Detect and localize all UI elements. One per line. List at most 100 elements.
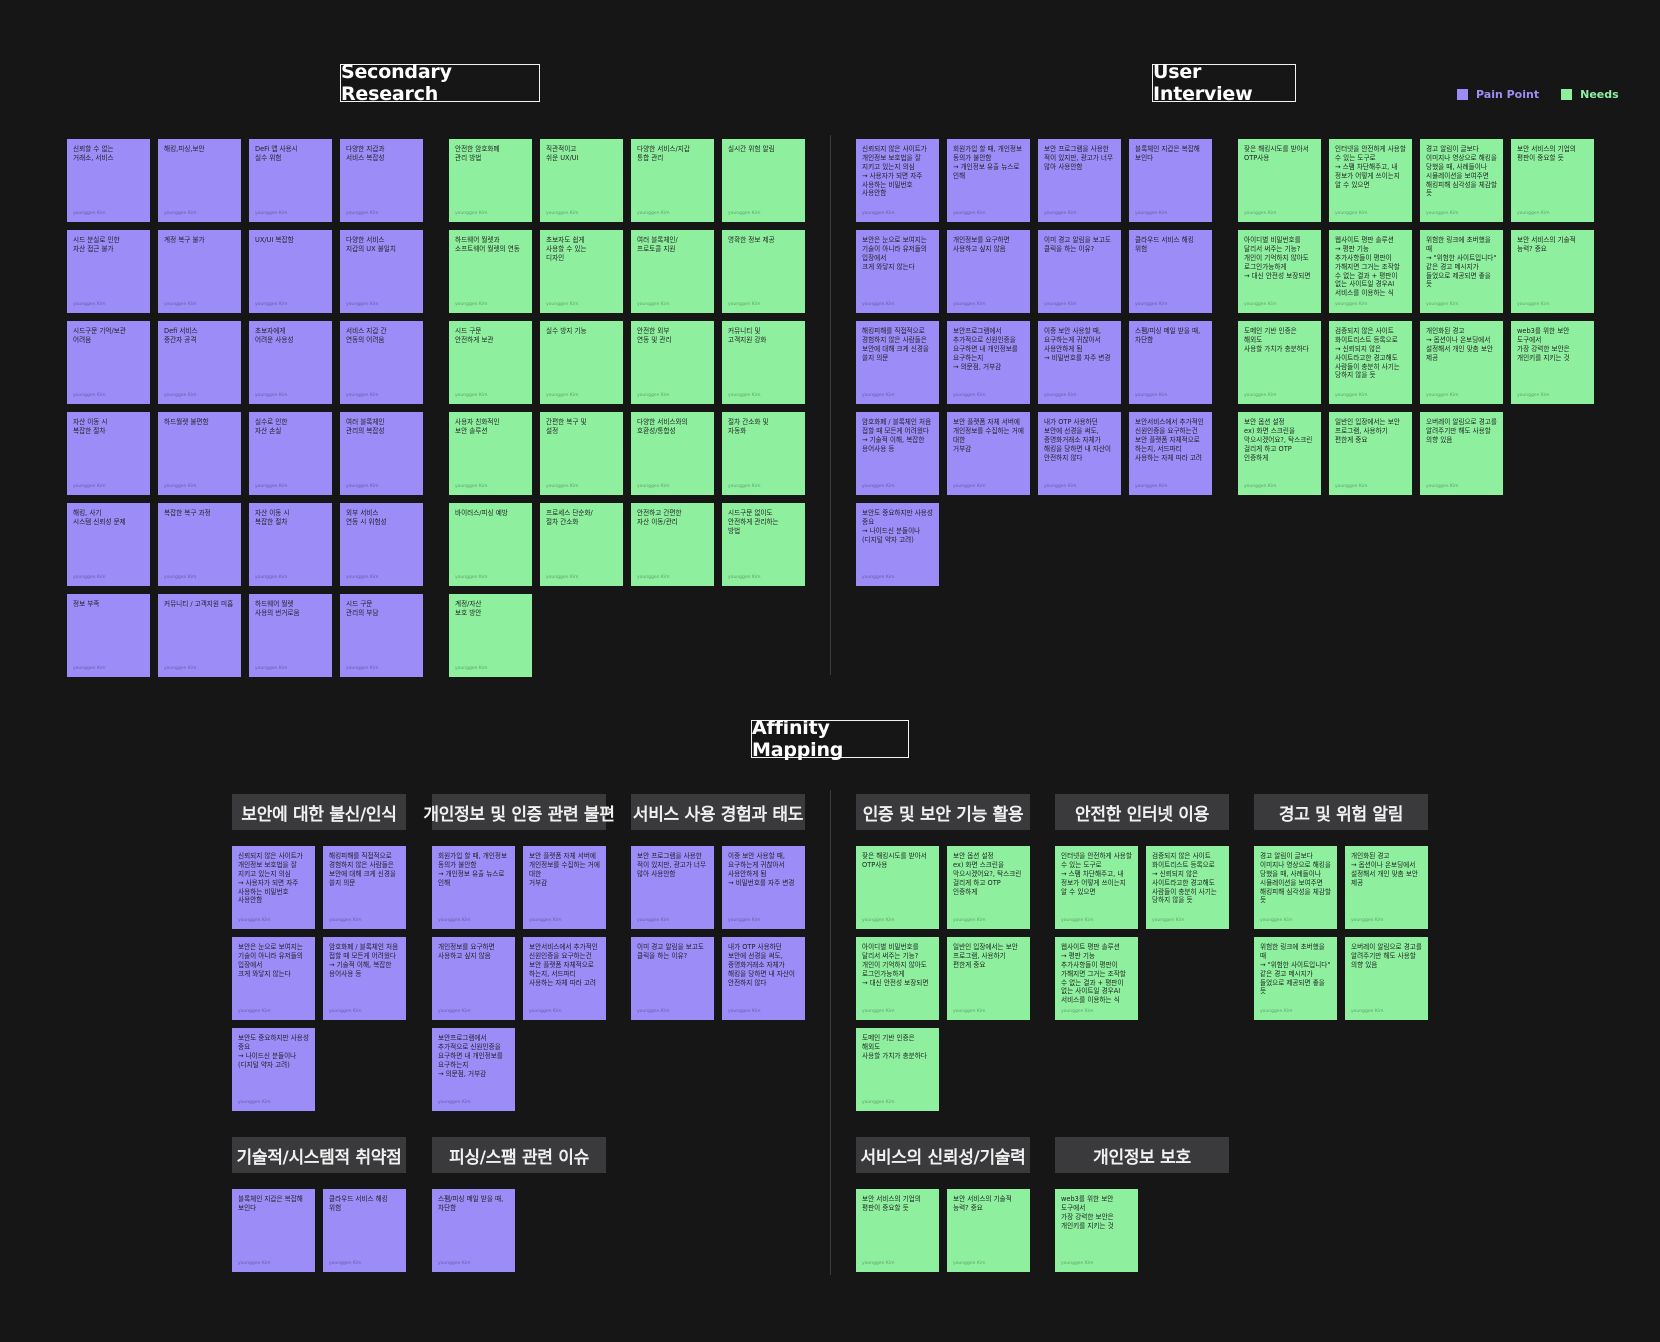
note-text: 신뢰되지 않은 사이트가 개인정보 보호법을 잘 지키고 있는지 의심 → 사용… [862,145,927,198]
pain-point-note: 시드 구문 관리의 부담 younggen Kim [340,594,423,677]
note-author: younggen Kim [953,1008,986,1014]
note-author: younggen Kim [1517,392,1550,398]
note-text: 해킹, 사기 시스템 신뢰성 문제 [73,509,126,526]
needs-note: 시드 구문 안전하게 보관 younggen Kim [449,321,532,404]
pain-point-note: 보안서비스에서 추가적인 신원인증을 요구하는건 보안 플랫폼 자체적으로 하는… [523,937,606,1020]
note-author: younggen Kim [455,483,488,489]
pain-point-note: 보안 플랫폼 자체 서버에 개인정보를 수집하는 거에 대한 거부감 youngg… [947,412,1030,495]
needs-note: 일반인 입장에서는 보안 프로그램, 사용하기 편한게 중요 younggen K… [947,937,1030,1020]
needs-note: 경고 알림이 글보다 이미지나 영상으로 해킹을 당했을 때, 사례들이나 시뮬… [1420,139,1503,222]
note-text: 다양한 서비스/지갑 통합 관리 [637,145,690,162]
note-text: 자산 이동 시 복잡한 절차 [73,418,108,435]
affinity-mapping-title: Affinity Mapping [751,717,909,761]
note-author: younggen Kim [637,210,670,216]
note-text: 경고 알림이 글보다 이미지나 영상으로 해킹을 당했을 때, 사례들이나 시뮬… [1260,852,1331,905]
needs-note: web3를 위한 보안 도구에서 가장 강력한 보안은 개인키를 지키는 것 yo… [1511,321,1594,404]
note-author: younggen Kim [1335,483,1368,489]
needs-note: 도메인 기반 인증은 해외도 사용할 가치가 충분하다 younggen Kim [856,1028,939,1111]
pain-point-note: 내가 OTP 사용하던 보안에 선경을 써도, 증명화거래소 자체가 해킹을 당… [1038,412,1121,495]
note-author: younggen Kim [164,574,197,580]
note-author: younggen Kim [73,665,106,671]
note-text: 블록체인 지갑은 복잡해 보인다 [1135,145,1200,162]
note-text: 개인정보를 요구하면 사용하고 싶지 않음 [953,236,1010,253]
note-text: 검증되지 않은 사이트 화이트리스트 등록으로 → 신뢰되지 않은 사이트라고한… [1152,852,1217,905]
note-author: younggen Kim [728,210,761,216]
note-author: younggen Kim [1152,917,1185,923]
note-text: 블록체인 지갑은 복잡해 보인다 [238,1195,303,1212]
note-author: younggen Kim [862,1099,895,1105]
needs-note: 절차 간소화 및 자동화 younggen Kim [722,412,805,495]
note-author: younggen Kim [1044,483,1077,489]
note-author: younggen Kim [1135,392,1168,398]
note-text: 여러 블록체인 관리의 복잡성 [346,418,385,435]
note-author: younggen Kim [546,574,579,580]
note-author: younggen Kim [164,392,197,398]
note-author: younggen Kim [329,1260,362,1266]
needs-note: 보안 서비스의 기술적 능력? 중요 younggen Kim [947,1189,1030,1272]
pain-point-note: 블록체인 지갑은 복잡해 보인다 younggen Kim [232,1189,315,1272]
note-text: 이미 경고 알림을 보고도 클릭을 하는 이유? [637,943,704,960]
needs-note: 잦은 해킹시도를 받아서 OTP사용 younggen Kim [856,846,939,929]
note-text: 보안도 중요하지만 사용성 중요 → 나이드신 분들이나(디지털 약자 고려) [238,1034,309,1069]
note-author: younggen Kim [346,392,379,398]
pain-point-note: 암호화폐 / 블록체인 처음 접할 때 모든게 어려웠다 → 기술적 이해, 복… [856,412,939,495]
pain-point-note: 암호화폐 / 블록체인 처음 접할 때 모든게 어려웠다 → 기술적 이해, 복… [323,937,406,1020]
note-author: younggen Kim [862,392,895,398]
needs-note: 웹사이트 평판 솔루션 → 평판 기능 추가사항들이 평판이 가해지면 그거는 … [1329,230,1412,313]
note-author: younggen Kim [73,483,106,489]
note-text: 잦은 해킹시도를 받아서 OTP사용 [1244,145,1309,162]
note-text: 오버레이 알림으로 경고를 알려주기만 해도 사용할 의향 있음 [1426,418,1497,444]
affinity-group-header: 피싱/스팸 관련 이슈 [432,1137,606,1173]
needs-note: 아이디별 비밀번호를 달리서 써주는 기능? 개인이 기억하지 않아도 로그인가… [1238,230,1321,313]
note-author: younggen Kim [546,392,579,398]
affinity-group-header: 서비스 사용 경험과 태도 [631,794,805,830]
note-text: 보안서비스에서 추가적인 신원인증을 요구하는건 보안 플랫폼 자체적으로 하는… [1135,418,1204,462]
note-text: 여러 블록체인/ 프로토콜 지원 [637,236,678,253]
needs-note: 간편한 복구 및 설정 younggen Kim [540,412,623,495]
needs-note: 검증되지 않은 사이트 화이트리스트 등록으로 → 신뢰되지 않은 사이트라고한… [1146,846,1229,929]
pain-point-note: 보안 플랫폼 자체 서버에 개인정보를 수집하는 거에 대한 거부감 youngg… [523,846,606,929]
pain-point-note: 블록체인 지갑은 복잡해 보인다 younggen Kim [1129,139,1212,222]
note-text: 다양한 서비스와의 호환성/통합성 [637,418,688,435]
pain-point-note: 실수로 인한 자산 손실 younggen Kim [249,412,332,495]
note-author: younggen Kim [255,301,288,307]
note-text: 실수로 인한 자산 손실 [255,418,288,435]
note-author: younggen Kim [862,210,895,216]
note-text: 보안 서비스의 기업의 평판이 중요할 듯 [862,1195,921,1212]
note-text: 클라우드 서비스 해킹 위험 [1135,236,1194,253]
note-author: younggen Kim [1426,483,1459,489]
note-author: younggen Kim [728,301,761,307]
note-author: younggen Kim [1426,301,1459,307]
note-author: younggen Kim [953,917,986,923]
pain-point-note: 신뢰할 수 없는 거래소, 서비스 younggen Kim [67,139,150,222]
pain-point-note: 다양한 서비스 지갑의 UX 불일치 younggen Kim [340,230,423,313]
affinity-section-divider [830,790,831,1275]
affinity-group-header: 안전한 인터넷 이용 [1055,794,1229,830]
note-text: 보안서비스에서 추가적인 신원인증을 요구하는건 보안 플랫폼 자체적으로 하는… [529,943,598,987]
needs-note: 오버레이 알림으로 경고를 알려주기만 해도 사용할 의향 있음 younggen… [1420,412,1503,495]
pain-point-note: 스팸/피싱 메일 받을 때, 차단함 younggen Kim [1129,321,1212,404]
pain-point-note: 회원가입 할 때, 개인정보 동의가 불안함 → 개인정보 유출 뉴스로 인해 y… [432,846,515,929]
pain-point-note: Defi 서비스 중간자 공격 younggen Kim [158,321,241,404]
pain-point-legend-label: Pain Point [1476,88,1540,101]
needs-note: 인터넷을 안전하게 사용할 수 있는 도구로 → 스팸 차단해주고, 내 정보가… [1055,846,1138,929]
note-text: 실수 방지 기능 [546,327,587,335]
pain-point-note: 보안 프로그램을 사용한 적이 있지만, 광고가 너무 많아 사용안함 young… [631,846,714,929]
affinity-group-header: 개인정보 및 인증 관련 불편 [423,794,615,830]
note-author: younggen Kim [546,483,579,489]
note-text: 위험한 링크에 초버했을 때 → "위험한 사이트입니다" 같은 경고 메시지가… [1260,943,1331,996]
pain-point-note: 개인정보를 요구하면 사용하고 싶지 않음 younggen Kim [947,230,1030,313]
note-author: younggen Kim [1061,917,1094,923]
note-author: younggen Kim [438,917,471,923]
note-author: younggen Kim [255,574,288,580]
pain-point-note: 이미 경고 알림을 보고도 클릭을 하는 이유? younggen Kim [1038,230,1121,313]
needs-note: 프로세스 단순화/ 절차 간소화 younggen Kim [540,503,623,586]
needs-swatch [1561,89,1573,100]
pain-point-note: 이중 보안 사용할 때, 요구하는게 귀찮아서 사용안하게 됨 → 비밀번호를 … [722,846,805,929]
pain-point-note: 다양한 지갑과 서비스 복잡성 younggen Kim [340,139,423,222]
note-author: younggen Kim [1335,392,1368,398]
note-text: 실시간 위험 알림 [728,145,775,153]
note-text: 사용자 친화적인 보안 솔루션 [455,418,500,435]
note-text: 보안 서비스의 기업의 평판이 중요할 듯 [1517,145,1576,162]
note-author: younggen Kim [164,301,197,307]
